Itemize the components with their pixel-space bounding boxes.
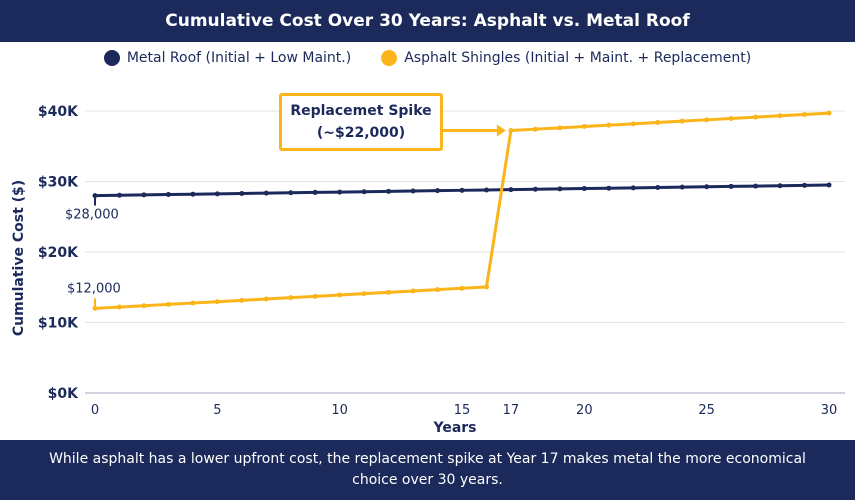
data-point	[679, 184, 685, 190]
data-point	[508, 187, 514, 193]
data-point	[116, 192, 122, 198]
data-point	[214, 299, 220, 305]
callout-arrowhead-icon	[496, 124, 506, 137]
data-point	[92, 305, 98, 311]
data-point	[263, 190, 269, 196]
x-axis-label: Years	[432, 420, 476, 436]
data-point	[337, 292, 343, 298]
data-point	[753, 114, 759, 120]
data-point	[92, 193, 98, 199]
data-point	[581, 186, 587, 192]
data-point	[263, 296, 269, 302]
data-point	[508, 128, 514, 134]
series-line-asphalt	[94, 111, 830, 310]
data-point	[410, 188, 416, 194]
legend: Metal Roof (Initial + Low Maint.) Asphal…	[0, 50, 855, 66]
data-point	[630, 185, 636, 191]
legend-label: Metal Roof (Initial + Low Maint.)	[126, 50, 352, 66]
x-tick-label: 10	[331, 403, 348, 418]
data-point	[141, 192, 147, 198]
legend-marker-metal	[103, 50, 120, 66]
data-point	[777, 113, 783, 119]
y-tick-label: $10K	[38, 316, 79, 332]
data-point	[826, 182, 832, 188]
data-point	[704, 117, 710, 123]
footer-note: While asphalt has a lower upfront cost, …	[0, 440, 855, 500]
x-tick-label: 5	[213, 403, 221, 418]
data-point	[214, 191, 220, 197]
y-tick-label: $20K	[38, 245, 79, 261]
data-point	[728, 183, 734, 189]
data-point	[655, 119, 661, 125]
y-tick-label: $30K	[38, 175, 79, 191]
data-point	[312, 189, 318, 195]
data-point	[753, 183, 759, 189]
data-point	[239, 297, 245, 303]
data-point	[532, 126, 538, 132]
legend-item-asphalt: Asphalt Shingles (Initial + Maint. + Rep…	[381, 50, 751, 66]
legend-label: Asphalt Shingles (Initial + Maint. + Rep…	[404, 50, 752, 66]
callout-line2: (~$22,000)	[316, 125, 406, 141]
legend-item-metal: Metal Roof (Initial + Low Maint.)	[103, 50, 352, 66]
y-tick-label: $0K	[48, 386, 79, 402]
footer-text: While asphalt has a lower upfront cost, …	[49, 451, 806, 488]
data-point	[630, 121, 636, 127]
data-point	[410, 288, 416, 294]
data-point	[483, 284, 489, 290]
data-point	[557, 125, 563, 131]
y-tick-label: $40K	[38, 104, 79, 120]
data-point	[655, 184, 661, 190]
data-point	[557, 186, 563, 192]
data-point	[190, 191, 196, 197]
data-point	[802, 182, 808, 188]
legend-marker-asphalt	[381, 50, 398, 66]
data-point	[704, 184, 710, 190]
data-point	[435, 287, 441, 293]
data-point	[777, 183, 783, 189]
data-point	[386, 289, 392, 295]
data-point	[435, 188, 441, 194]
data-point	[581, 124, 587, 130]
x-tick-label: 0	[91, 403, 99, 418]
annotation-asphalt-start: $12,000	[67, 281, 121, 296]
callout-line1: Replacemet Spike	[290, 103, 432, 119]
data-point	[337, 189, 343, 195]
data-point	[361, 189, 367, 195]
data-point	[459, 285, 465, 291]
data-point	[728, 115, 734, 121]
data-point	[312, 293, 318, 299]
data-point	[483, 187, 489, 193]
data-point	[165, 192, 171, 198]
data-point	[190, 300, 196, 306]
x-tick-label: 25	[698, 403, 715, 418]
data-point	[288, 190, 294, 196]
x-tick-label: 15	[454, 403, 471, 418]
data-point	[116, 304, 122, 310]
data-point	[459, 187, 465, 193]
data-point	[532, 186, 538, 192]
data-point	[826, 110, 832, 116]
annotation-metal-start: $28,000	[65, 208, 119, 223]
chart-plot: Cumulative Cost ($) Years $0K $10K $20K $30…	[11, 104, 845, 436]
data-point	[239, 190, 245, 196]
x-tick-label: 20	[576, 403, 593, 418]
data-point	[802, 111, 808, 117]
data-point	[606, 185, 612, 191]
y-axis-label: Cumulative Cost ($)	[11, 180, 27, 336]
data-point	[386, 188, 392, 194]
data-point	[606, 122, 612, 128]
data-point	[679, 118, 685, 124]
replacement-spike-callout: Replacemet Spike (~$22,000)	[279, 93, 443, 151]
data-point	[141, 303, 147, 309]
x-tick-label: 30	[821, 403, 838, 418]
data-point	[288, 295, 294, 301]
data-point	[361, 291, 367, 297]
chart-title: Cumulative Cost Over 30 Years: Asphalt v…	[0, 0, 855, 42]
data-point	[165, 301, 171, 307]
x-tick-label: 17	[503, 403, 520, 418]
